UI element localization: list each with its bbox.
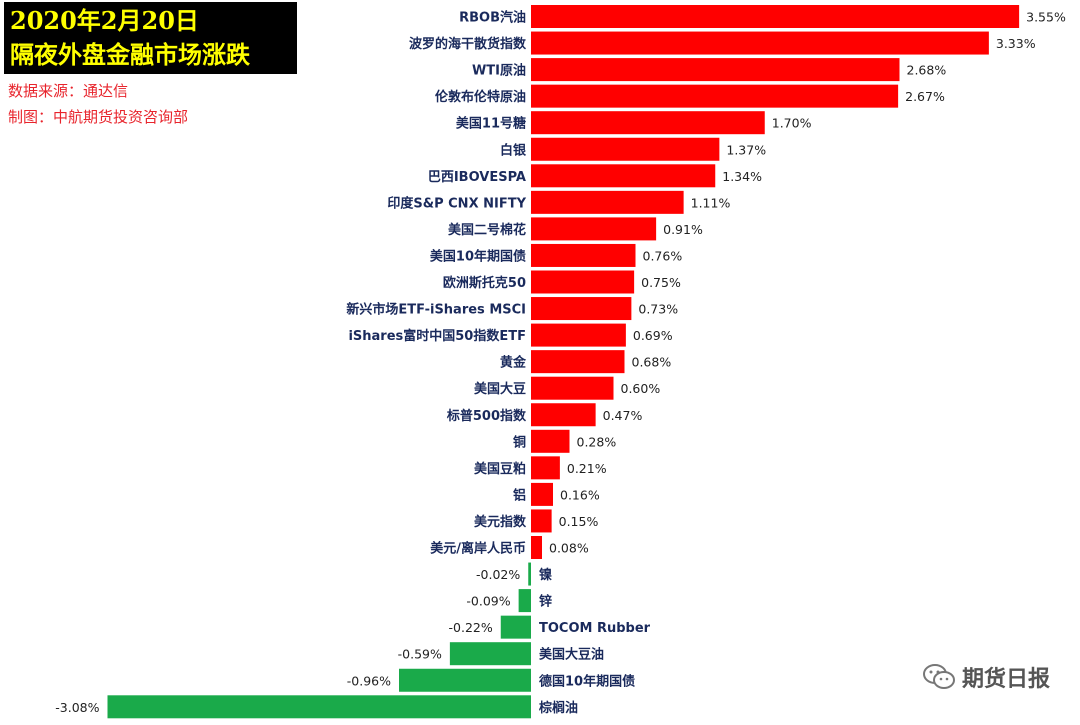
bar — [531, 111, 765, 135]
data-label: -0.59% — [398, 647, 442, 662]
bar — [531, 58, 900, 82]
category-label: 欧洲斯托克50 — [443, 275, 526, 291]
chart-title: 隔夜外盘金融市场涨跌 — [10, 40, 250, 69]
bar — [531, 536, 542, 559]
category-label: 美国大豆 — [474, 381, 526, 397]
bar — [531, 297, 632, 321]
data-label: 0.73% — [638, 302, 678, 317]
data-label: 3.55% — [1026, 10, 1066, 25]
category-label: 美国二号棉花 — [448, 222, 526, 238]
category-label: 铝 — [513, 487, 526, 503]
data-label: 0.16% — [560, 487, 600, 502]
wechat-icon — [922, 664, 955, 689]
data-label: 1.34% — [722, 169, 762, 184]
bar — [531, 84, 899, 108]
data-label: 0.76% — [643, 248, 683, 263]
category-label: 美国大豆油 — [539, 647, 604, 663]
category-label: 美国11号糖 — [456, 116, 526, 132]
data-label: -0.09% — [466, 594, 510, 609]
data-label: -0.22% — [449, 620, 493, 635]
bar — [531, 429, 570, 453]
category-label: RBOB汽油 — [459, 10, 526, 26]
category-label: WTI原油 — [472, 63, 526, 79]
data-label: -0.02% — [476, 567, 520, 582]
category-label: 德国10年期国债 — [539, 673, 635, 689]
data-label: 1.70% — [772, 116, 812, 131]
data-label: 0.15% — [559, 514, 599, 529]
data-label: 0.60% — [621, 381, 661, 396]
bar — [531, 323, 626, 347]
category-label: 新兴市场ETF-iShares MSCI — [346, 302, 526, 318]
bar — [531, 482, 553, 506]
category-label: 锌 — [539, 594, 552, 610]
bar — [531, 31, 989, 55]
category-label: 伦敦布伦特原油 — [435, 89, 526, 105]
data-label: -0.96% — [347, 673, 391, 688]
bar — [399, 668, 531, 692]
category-label: 美元/离岸人民币 — [430, 541, 526, 557]
bar — [531, 190, 684, 214]
chart-title-date: 2020年2月20日 — [10, 6, 199, 35]
category-label: 印度S&P CNX NIFTY — [387, 195, 526, 211]
bar — [531, 270, 635, 294]
category-label: TOCOM Rubber — [539, 621, 651, 636]
data-label: -3.08% — [55, 700, 99, 715]
bar — [528, 562, 531, 586]
watermark-text: 期货日报 — [961, 667, 1050, 692]
category-label: 镍 — [539, 567, 552, 583]
category-label: 波罗的海干散货指数 — [409, 36, 527, 52]
bar — [531, 509, 552, 533]
category-label: 美国豆粕 — [474, 461, 526, 477]
data-label: 1.11% — [691, 195, 731, 210]
data-label: 0.68% — [632, 355, 672, 370]
data-label: 0.47% — [603, 408, 643, 423]
bar — [500, 615, 531, 639]
bar — [449, 642, 531, 666]
bar — [531, 5, 1020, 28]
data-label: 0.69% — [633, 328, 673, 343]
category-label: 铜 — [512, 434, 526, 450]
data-label: 3.33% — [996, 36, 1036, 51]
bar — [531, 350, 625, 374]
category-label: 黄金 — [500, 355, 527, 371]
category-label: 白银 — [500, 142, 527, 158]
data-label: 0.08% — [549, 541, 589, 556]
data-label: 2.68% — [907, 63, 947, 78]
bar — [531, 403, 596, 427]
category-label: iShares富时中国50指数ETF — [348, 328, 526, 344]
bar — [531, 137, 720, 161]
bar — [107, 695, 531, 719]
data-label: 0.91% — [663, 222, 703, 237]
category-label: 巴西IBOVESPA — [428, 170, 526, 185]
data-label: 0.28% — [577, 434, 617, 449]
category-label: 棕榈油 — [538, 700, 578, 716]
watermark: 期货日报 — [922, 661, 1050, 693]
bar — [531, 243, 636, 267]
data-label: 0.21% — [567, 461, 607, 476]
bar — [531, 217, 657, 241]
bar — [531, 456, 560, 480]
data-label: 1.37% — [726, 142, 766, 157]
data-label: 0.75% — [641, 275, 681, 290]
chart-title-box: 2020年2月20日 隔夜外盘金融市场涨跌 — [4, 2, 297, 74]
category-label: 标普500指数 — [446, 408, 527, 424]
bar — [531, 376, 614, 400]
bar — [518, 589, 531, 613]
data-source-note: 数据来源：通达信 — [8, 82, 129, 100]
category-label: 美元指数 — [474, 514, 527, 530]
bar — [531, 164, 716, 188]
data-label: 2.67% — [905, 89, 945, 104]
producer-note: 制图：中航期货投资咨询部 — [8, 108, 189, 126]
category-label: 美国10年期国债 — [430, 248, 526, 264]
